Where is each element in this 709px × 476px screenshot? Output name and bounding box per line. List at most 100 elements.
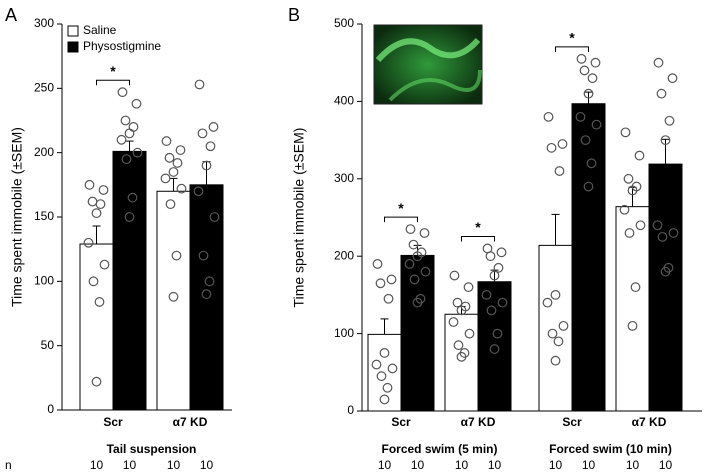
bar xyxy=(538,244,573,412)
data-point xyxy=(201,289,212,300)
n-count: 10 xyxy=(455,458,469,472)
y-axis-label: Time spent immobile (±SEM) xyxy=(291,128,307,308)
data-point xyxy=(124,128,135,139)
y-tick-label: 300 xyxy=(334,171,354,185)
data-point xyxy=(546,142,557,153)
data-point xyxy=(209,212,220,222)
category-label: α7 KD xyxy=(173,415,208,429)
data-point xyxy=(653,57,664,68)
data-point xyxy=(379,394,390,405)
data-point xyxy=(387,363,398,374)
data-point xyxy=(630,282,641,293)
data-point xyxy=(668,228,679,238)
data-point xyxy=(83,237,94,248)
y-tick-label: 250 xyxy=(34,81,54,95)
data-point xyxy=(171,250,182,261)
n-count: 10 xyxy=(167,458,181,472)
bar xyxy=(400,254,435,412)
data-point xyxy=(168,167,179,177)
y-tick-label: 0 xyxy=(47,402,54,416)
y-tick-label: 100 xyxy=(334,326,354,340)
y-axis-label: Time spent immobile (±SEM) xyxy=(9,127,25,307)
data-point xyxy=(543,111,554,122)
data-point xyxy=(383,293,394,304)
data-point xyxy=(590,57,601,68)
data-point xyxy=(194,79,205,90)
bar xyxy=(571,103,606,412)
data-point xyxy=(197,128,208,139)
bar xyxy=(79,243,114,411)
data-point xyxy=(131,98,142,109)
legend-label: Saline xyxy=(83,23,117,37)
data-point xyxy=(489,344,500,354)
data-point xyxy=(452,297,463,308)
data-point xyxy=(409,274,420,285)
data-point xyxy=(88,276,99,287)
data-point xyxy=(627,185,638,196)
data-point xyxy=(124,212,135,222)
data-point xyxy=(579,65,590,76)
data-point xyxy=(419,228,430,238)
y-tick-label: 200 xyxy=(334,248,354,262)
data-point xyxy=(634,150,645,161)
y-tick-label: 300 xyxy=(34,16,54,30)
bar xyxy=(189,184,224,411)
data-point xyxy=(168,291,179,302)
legend-label: Physostigmine xyxy=(83,39,161,53)
data-point xyxy=(205,141,216,152)
y-tick-label: 500 xyxy=(334,16,354,30)
category-label: α7 KD xyxy=(461,415,496,429)
data-point xyxy=(456,351,467,362)
data-point xyxy=(164,152,175,163)
n-count: 10 xyxy=(549,458,563,472)
data-point xyxy=(580,135,591,146)
n-count: 10 xyxy=(659,458,673,472)
data-point xyxy=(583,181,594,192)
data-point xyxy=(172,158,183,168)
data-point xyxy=(623,173,634,184)
data-point xyxy=(132,147,143,158)
data-point xyxy=(91,376,102,387)
y-tick-label: 0 xyxy=(347,403,354,417)
data-point xyxy=(448,317,459,327)
data-point xyxy=(128,122,139,132)
significance-marker: * xyxy=(110,63,116,79)
inset-image xyxy=(373,24,483,105)
data-point xyxy=(667,73,678,84)
n-count: 10 xyxy=(411,458,425,472)
data-point xyxy=(412,297,423,308)
data-point xyxy=(652,220,663,231)
data-point xyxy=(635,220,646,231)
data-point xyxy=(404,259,415,269)
data-point xyxy=(657,231,668,242)
bar xyxy=(444,313,479,412)
data-point xyxy=(127,192,138,203)
data-point xyxy=(660,266,671,277)
y-tick-label: 400 xyxy=(334,94,354,108)
legend-swatch xyxy=(67,41,79,53)
panel-label: B xyxy=(288,5,300,25)
significance-bracket xyxy=(461,235,495,242)
data-point xyxy=(117,87,128,98)
data-point xyxy=(412,251,423,262)
data-point xyxy=(376,371,387,382)
n-count: 10 xyxy=(123,458,137,472)
data-point xyxy=(99,259,110,270)
data-point xyxy=(408,239,419,250)
data-point xyxy=(583,88,594,99)
significance-marker: * xyxy=(569,30,575,46)
data-point xyxy=(372,259,383,269)
data-point xyxy=(660,135,671,146)
data-point xyxy=(371,359,382,370)
data-point xyxy=(576,53,587,64)
data-point xyxy=(198,250,209,261)
data-point xyxy=(193,186,204,197)
n-count: 10 xyxy=(488,458,502,472)
panel-label: A xyxy=(5,5,17,25)
data-point xyxy=(94,297,105,307)
data-point xyxy=(553,336,564,347)
data-point xyxy=(204,276,215,287)
bar xyxy=(648,163,683,412)
bar xyxy=(112,150,147,411)
